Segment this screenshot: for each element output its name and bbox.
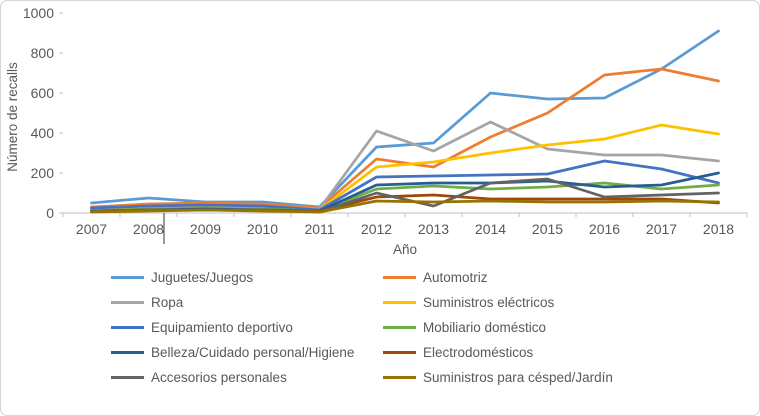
legend-line-marker bbox=[111, 326, 144, 329]
legend-line-marker bbox=[383, 301, 416, 304]
legend-line-marker bbox=[111, 351, 144, 354]
x-axis-tick-labels: 2007 2008 2009 2010 2011 2012 2013 2014 2015 2016… bbox=[62, 213, 748, 237]
legend-label: Ropa bbox=[151, 295, 184, 310]
legend-label: Mobiliario doméstico bbox=[423, 320, 547, 335]
chart-plot-area: Número de recalls Año 02004006008001000 … bbox=[5, 5, 748, 257]
x-tick-label: 2018 bbox=[703, 221, 734, 237]
x-axis-title: Año bbox=[393, 242, 417, 257]
legend-item[interactable]: Equipamiento deportivo bbox=[111, 320, 383, 335]
y-axis-tick-labels: 0 200 400 600 800 1000 bbox=[23, 5, 63, 221]
chart-legend: Juguetes/Juegos Automotriz Ropa Suministros… bbox=[111, 265, 759, 390]
legend-item[interactable]: Mobiliario doméstico bbox=[383, 320, 655, 335]
x-tick-label: 2017 bbox=[646, 221, 677, 237]
legend-line-marker bbox=[383, 376, 416, 379]
legend-label: Accesorios personales bbox=[151, 370, 287, 385]
x-tick-label: 2010 bbox=[247, 221, 278, 237]
y-tick-label: 600 bbox=[31, 85, 55, 101]
legend-item[interactable]: Juguetes/Juegos bbox=[111, 270, 383, 285]
legend-item[interactable]: Suministros eléctricos bbox=[383, 295, 655, 310]
legend-item[interactable]: Suministros para césped/Jardín bbox=[383, 370, 655, 385]
series-line-Automotriz[interactable] bbox=[90, 67, 720, 210]
x-tick-label: 2011 bbox=[304, 221, 334, 237]
series-line-Suministros para césped/Jardín[interactable] bbox=[90, 199, 720, 214]
legend-item[interactable]: Ropa bbox=[111, 295, 383, 310]
legend-label: Automotriz bbox=[423, 270, 488, 285]
y-tick-label: 800 bbox=[31, 45, 55, 61]
legend-label: Suministros para césped/Jardín bbox=[423, 370, 613, 385]
x-tick-label: 2013 bbox=[418, 221, 449, 237]
legend-line-marker bbox=[111, 276, 144, 279]
legend-label: Belleza/Cuidado personal/Higiene bbox=[151, 345, 355, 360]
y-tick-label: 0 bbox=[46, 205, 54, 221]
series-line-Juguetes/Juegos[interactable] bbox=[90, 29, 720, 209]
legend-item[interactable]: Automotriz bbox=[383, 270, 655, 285]
x-tick-label: 2008 bbox=[133, 221, 164, 237]
x-tick-label: 2012 bbox=[361, 221, 392, 237]
x-tick-label: 2014 bbox=[475, 221, 506, 237]
x-tick-label: 2009 bbox=[190, 221, 221, 237]
series-lines-group bbox=[90, 29, 720, 214]
legend-label: Suministros eléctricos bbox=[423, 295, 555, 310]
y-axis-title: Número de recalls bbox=[5, 62, 20, 172]
y-tick-label: 1000 bbox=[23, 5, 54, 21]
legend-item[interactable]: Belleza/Cuidado personal/Higiene bbox=[111, 345, 383, 360]
legend-line-marker bbox=[383, 276, 416, 279]
series-line-Equipamiento deportivo[interactable] bbox=[90, 159, 720, 212]
x-tick-label: 2016 bbox=[589, 221, 620, 237]
legend-item[interactable]: Electrodomésticos bbox=[383, 345, 655, 360]
legend-label: Electrodomésticos bbox=[423, 345, 534, 360]
legend-label: Equipamiento deportivo bbox=[151, 320, 293, 335]
y-tick-label: 400 bbox=[31, 125, 55, 141]
x-tick-label: 2015 bbox=[532, 221, 563, 237]
legend-label: Juguetes/Juegos bbox=[151, 270, 254, 285]
legend-line-marker bbox=[111, 376, 144, 379]
x-tick-label: 2007 bbox=[76, 221, 107, 237]
legend-line-marker bbox=[383, 351, 416, 354]
y-tick-label: 200 bbox=[31, 165, 55, 181]
legend-item[interactable]: Accesorios personales bbox=[111, 370, 383, 385]
legend-line-marker bbox=[383, 326, 416, 329]
legend-line-marker bbox=[111, 301, 144, 304]
